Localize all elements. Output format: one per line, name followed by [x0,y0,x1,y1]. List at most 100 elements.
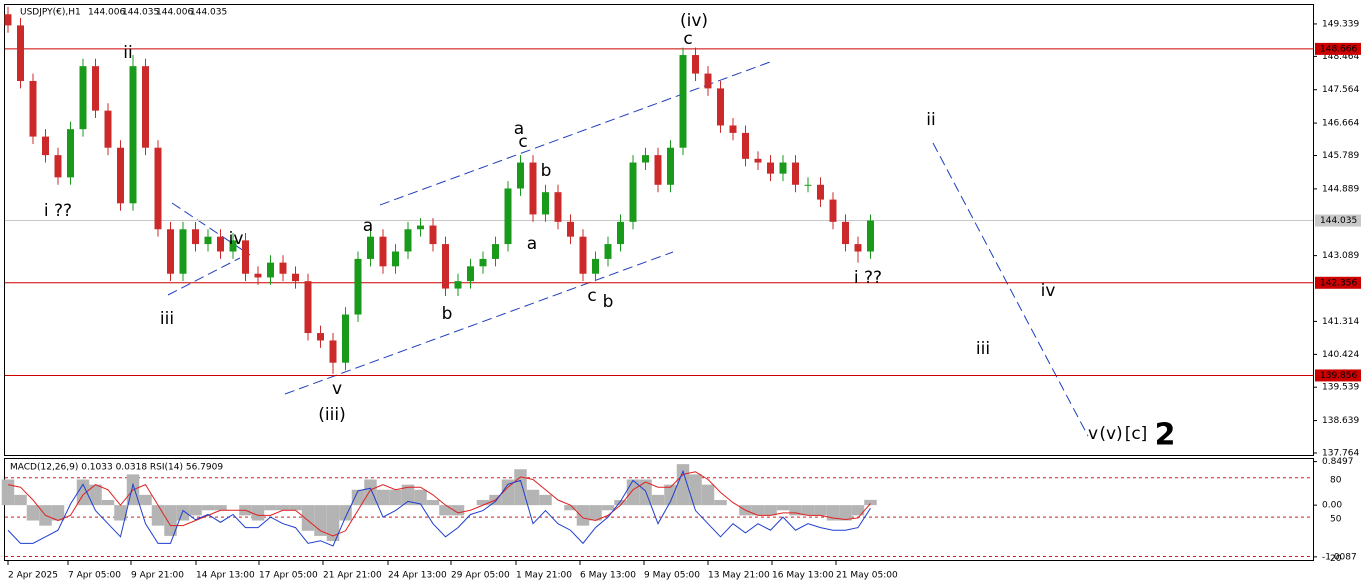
macd-bar [1,479,15,506]
macd-bar [676,464,690,506]
triangle-upper [171,202,251,256]
candle-body [504,188,512,245]
y-tick-label: 149.339 [1322,19,1359,29]
macd-bar [151,505,165,526]
candle-body [742,132,749,159]
indicator-tick-label: -1.0087 [1322,552,1357,562]
candle-body [779,162,787,174]
candle-body [454,281,462,289]
macd-bar [626,479,640,506]
wave-label: ii [926,110,935,130]
candle-body [42,136,49,156]
level-box [1315,42,1361,55]
y-tick-label: 143.089 [1322,251,1359,261]
macd-signal [7,471,871,537]
candle-body [479,258,487,267]
y-tick-label: 139.539 [1322,383,1359,393]
wave-label: ii [123,43,132,63]
x-tick-label: 17 Apr 05:00 [259,571,318,581]
x-tick-label: 2 Apr 2025 [8,571,58,581]
macd-bar [814,505,827,516]
wave-label: iv [1041,281,1056,301]
macd-bar [51,505,65,521]
macd-bar [614,500,627,506]
candle-body [617,221,624,245]
macd-bar [14,494,27,506]
rsi-level-label: 20 [1330,554,1342,564]
level-box [1315,214,1361,227]
candle-body [167,229,174,274]
candle-body [592,258,599,274]
symbol: USDJPY(€),H1 [20,8,81,18]
macd-bar [576,505,590,526]
candle-body [267,262,274,278]
x-tick-label: 16 May 13:00 [772,571,834,581]
candle-body [204,236,212,245]
x-tick-label: 9 May 05:00 [644,571,700,581]
candle-body [217,236,224,252]
candle-body [492,244,499,259]
x-tick-label: 14 Apr 13:00 [196,571,255,581]
macd-bar [201,505,215,511]
quote-low: 144.006 [156,8,193,18]
macd-bar [339,505,352,521]
candle-body [392,251,399,267]
y-tick-label: 137.764 [1322,448,1359,458]
candle-body [404,229,412,252]
wave-label: b [603,292,614,312]
macd-bar [401,484,415,506]
candle-body [867,220,874,252]
x-tick-label: 21 Apr 21:00 [323,571,382,581]
rsi-level-label: 80 [1330,475,1342,485]
y-tick-label: 147.564 [1322,85,1359,95]
macd-bar [326,505,340,542]
candle-body [579,236,587,274]
macd-bar [476,500,490,506]
macd-bar [526,489,540,506]
x-tick-label: 9 Apr 21:00 [131,571,184,581]
level-label: 142.356 [1320,278,1357,288]
candle-body [242,240,249,274]
candle-body [717,88,724,126]
macd-bar [664,484,677,506]
candle-body [554,192,562,222]
level-label: 139.856 [1320,371,1357,381]
y-tick-label: 148.464 [1322,52,1359,62]
wave-label: a [363,216,373,236]
macd-bar [189,505,202,516]
wave-label: v [332,379,342,399]
candle-body [279,262,287,274]
candle-body [4,14,12,26]
macd-bar [789,505,802,516]
y-tick-label: 138.639 [1322,416,1359,426]
indicator-tick-label: 0.00 [1322,501,1342,511]
macd-bar [76,479,90,506]
macd-bar [601,505,615,511]
candle-body [354,258,362,315]
macd-bar [376,489,390,506]
y-tick-label: 145.789 [1322,151,1359,161]
macd-bar [289,505,302,511]
candle-body [154,147,162,230]
macd-bar [101,500,115,506]
x-tick-label: 6 May 13:00 [580,571,636,581]
wave-label: c [683,29,692,49]
level-label: 148.666 [1320,44,1357,54]
x-tick-label: 7 Apr 05:00 [68,571,121,581]
wave-label: i ?? [854,268,882,288]
macd-bar [301,505,315,531]
indicator-title: MACD(12,26,9) 0.1033 0.0318 RSI(14) 56.7… [10,463,223,473]
candle-body [692,55,699,74]
macd-bar [514,469,527,506]
candle-body [667,147,674,185]
macd-bar [364,479,377,506]
x-tick-label: 29 Apr 05:00 [451,571,510,581]
y-tick-label: 146.664 [1322,119,1359,129]
wave-label: b [541,161,552,181]
wave-label: iii [160,309,174,329]
candle-body [367,236,374,259]
candle-body [529,162,537,215]
candle-body [429,225,437,245]
x-tick-label: 24 Apr 13:00 [388,571,447,581]
